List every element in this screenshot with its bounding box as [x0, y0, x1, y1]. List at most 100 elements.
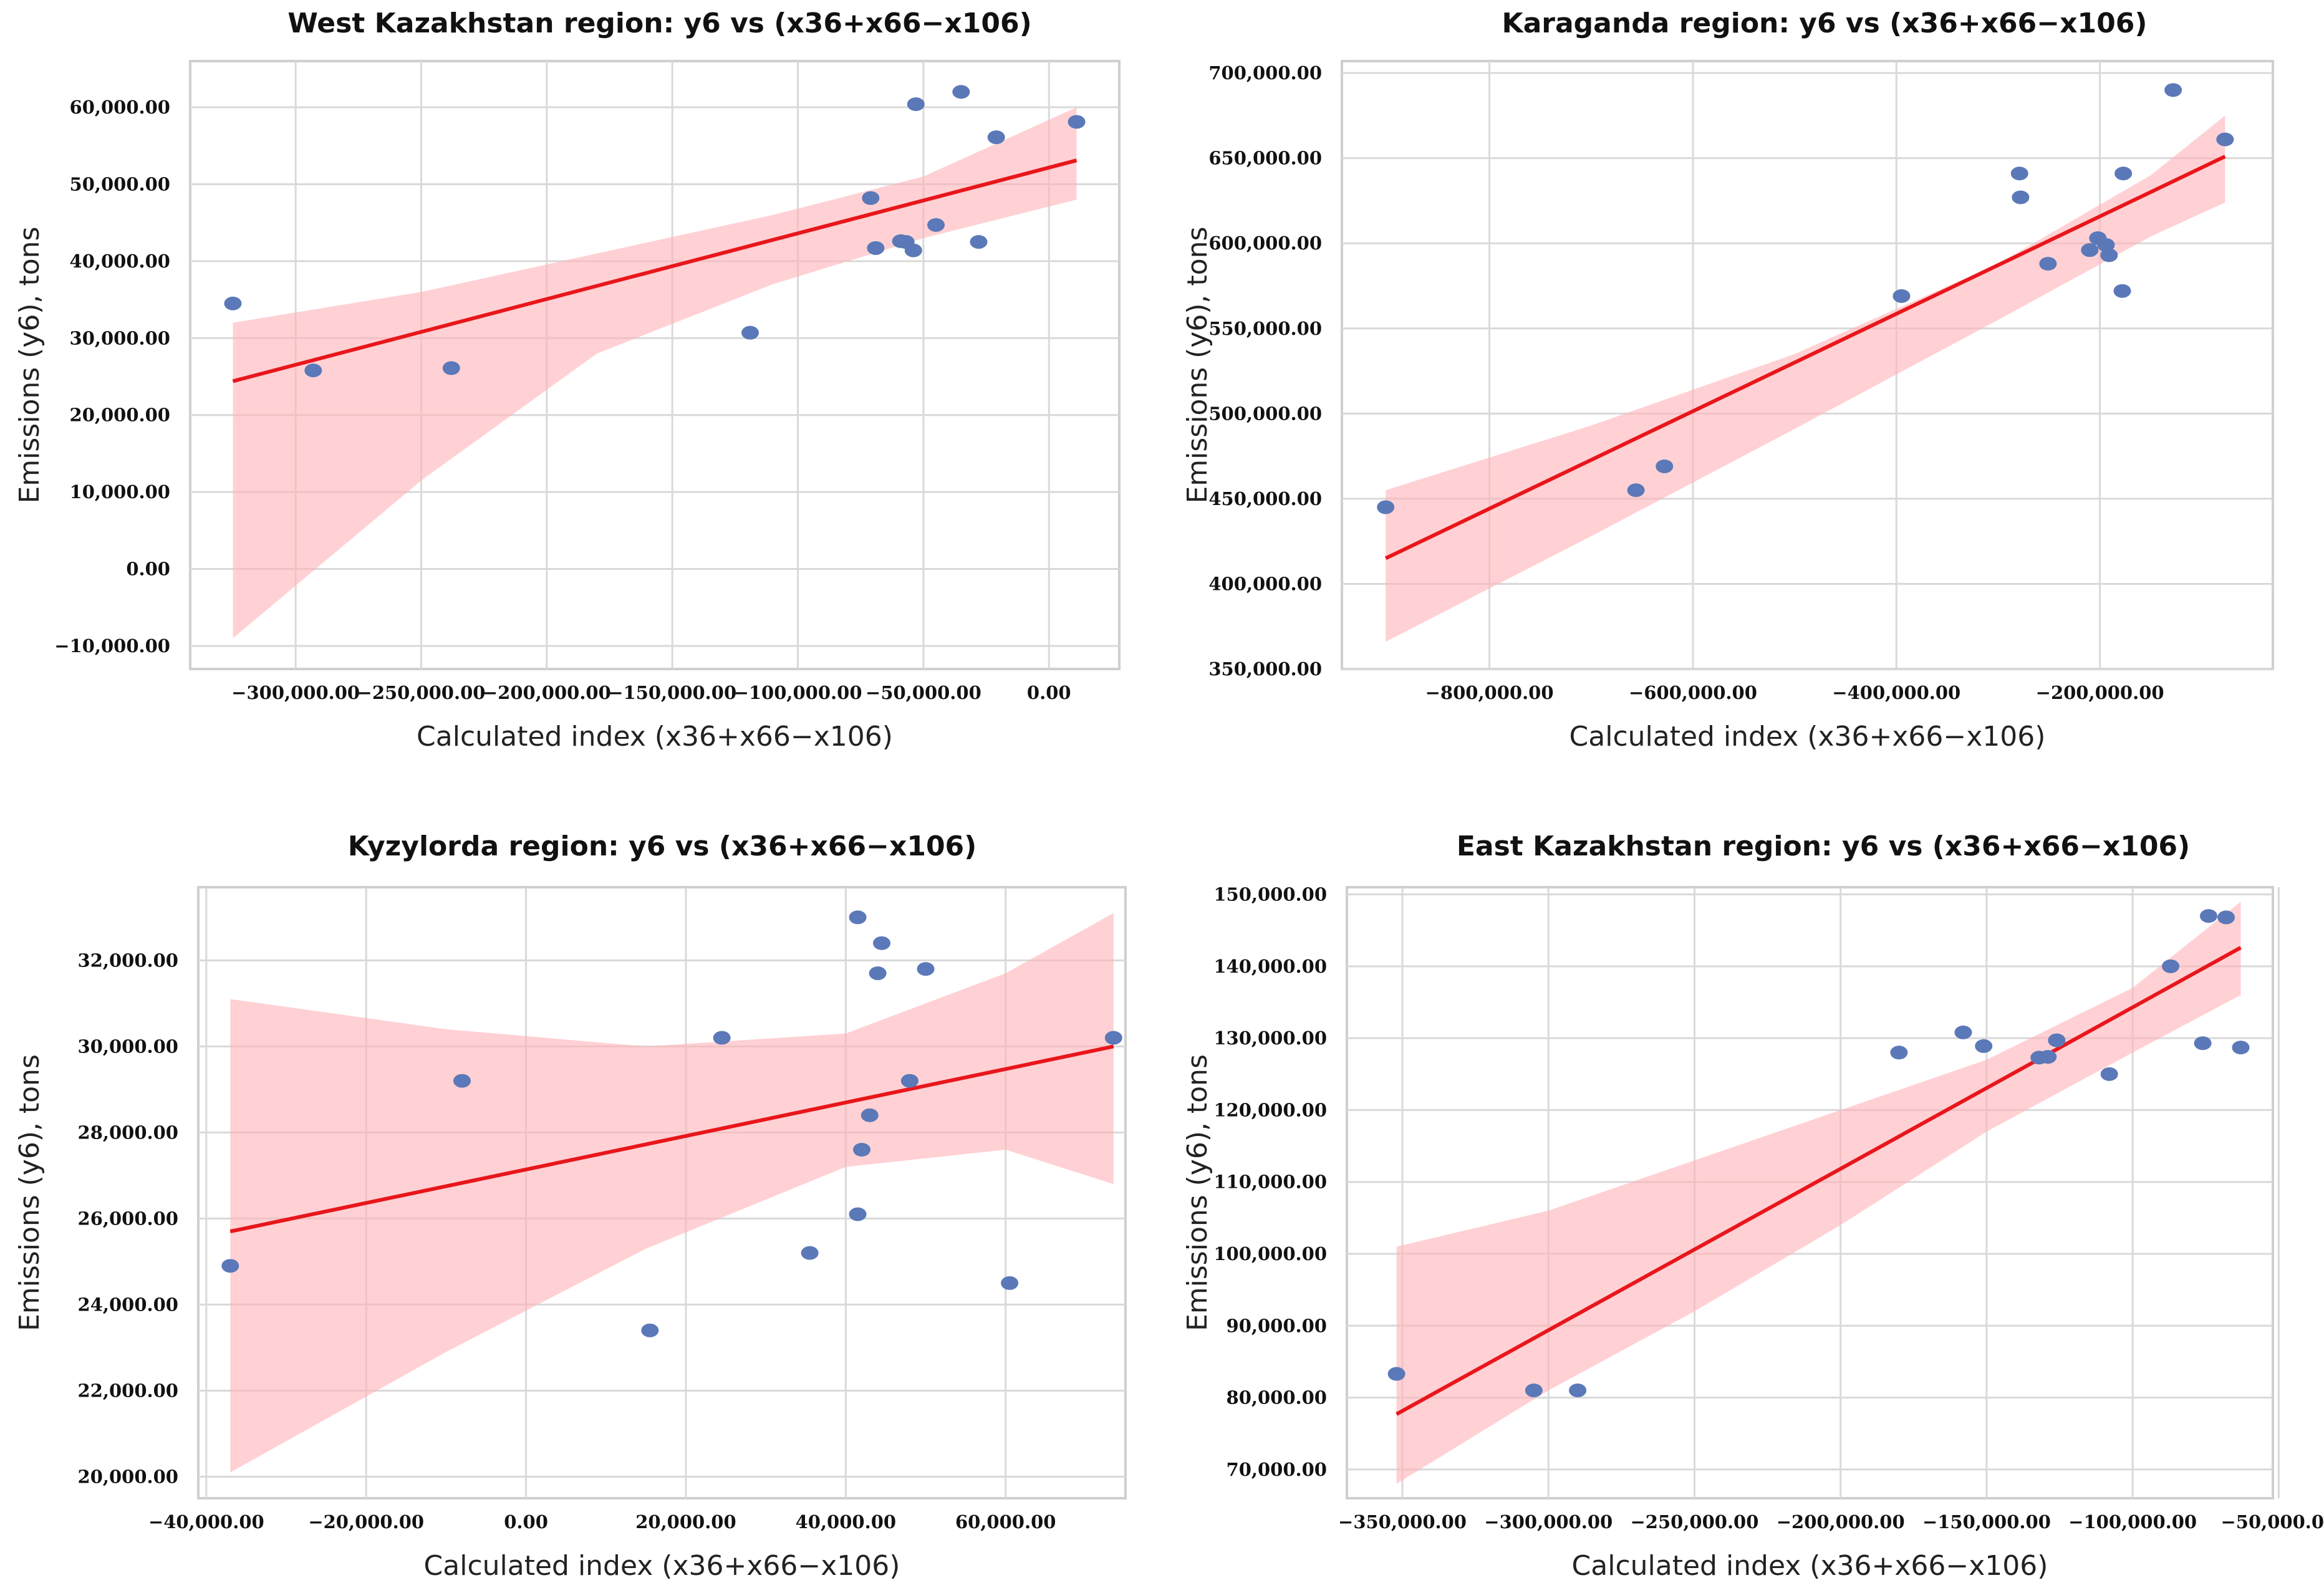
data-point: [713, 1031, 731, 1045]
y-tick-label: 20,000.00: [70, 405, 170, 426]
data-point: [1892, 289, 1911, 303]
regression-line: [1396, 946, 2242, 1416]
data-point: [2081, 243, 2099, 257]
data-point: [1569, 1384, 1587, 1398]
y-tick-label: 40,000.00: [70, 251, 170, 272]
x-tick-label: 0.00: [1027, 682, 1071, 703]
data-point: [970, 235, 988, 249]
data-point: [2048, 1033, 2066, 1047]
data-point: [2216, 132, 2234, 147]
y-tick-label: 24,000.00: [78, 1294, 178, 1315]
x-tick-label: 20,000.00: [635, 1511, 736, 1533]
karaganda-chart: −800,000.00 −600,000.00 −400,000.00 −200,00…: [1182, 7, 2274, 753]
x-tick-label: −150,000.00: [608, 682, 736, 703]
x-tick-label: −150,000.00: [1922, 1511, 2051, 1533]
y-tick-label: 70,000.00: [1227, 1459, 1327, 1480]
regression-line: [229, 1044, 1114, 1234]
data-point: [2232, 1041, 2250, 1055]
y-tick-label: 32,000.00: [78, 950, 178, 971]
data-point: [2097, 238, 2115, 252]
y-tick-label: 130,000.00: [1213, 1028, 1327, 1049]
y-tick-label: 600,000.00: [1208, 233, 1322, 254]
y-tick-label: 30,000.00: [78, 1036, 178, 1057]
x-tick-label: −600,000.00: [1629, 682, 1757, 703]
data-point: [1525, 1384, 1543, 1398]
data-point: [1656, 460, 1674, 473]
data-point: [2162, 959, 2180, 973]
y-tick-label: 120,000.00: [1213, 1099, 1327, 1120]
data-point: [873, 936, 891, 950]
regression-line: [232, 158, 1078, 383]
y-tick-label: 150,000.00: [1213, 884, 1327, 905]
data-point: [927, 218, 945, 232]
x-tick-label: −50,000.00: [865, 682, 981, 703]
east-kazakhstan-chart: −350,000.00 −300,000.00 −250,000.00 −200,00…: [1182, 830, 2324, 1582]
y-tick-label: 0.00: [126, 559, 170, 580]
x-axis-label: Calculated index (x36+x66−x106): [1572, 1550, 2048, 1582]
y-tick-label: 60,000.00: [70, 97, 170, 118]
x-tick-label: −300,000.00: [231, 682, 360, 703]
data-point: [221, 1259, 239, 1273]
data-point: [2113, 284, 2131, 298]
y-tick-label: 10,000.00: [70, 481, 170, 503]
y-tick-label: 26,000.00: [78, 1208, 178, 1229]
data-point: [861, 1108, 879, 1122]
x-tick-label: −350,000.00: [1338, 1511, 1467, 1533]
data-point: [2012, 190, 2030, 205]
y-tick-label: 500,000.00: [1208, 403, 1322, 424]
data-point: [1890, 1046, 1908, 1060]
x-tick-label: −800,000.00: [1425, 682, 1554, 703]
x-tick-label: −400,000.00: [1832, 682, 1960, 703]
chart-title: West Kazakhstan region: y6 vs (x36+x66−x…: [287, 7, 1031, 39]
data-point: [1104, 1031, 1122, 1045]
y-tick-label: 20,000.00: [78, 1466, 178, 1487]
data-point: [741, 325, 759, 340]
y-tick-label: 22,000.00: [78, 1380, 178, 1401]
data-point: [1001, 1276, 1019, 1290]
confidence-band: [1396, 902, 2241, 1484]
data-point: [641, 1323, 659, 1337]
x-tick-label: 40,000.00: [796, 1511, 896, 1533]
data-point: [2039, 257, 2057, 271]
data-point: [442, 361, 460, 375]
data-point: [1068, 115, 1086, 129]
regression-line: [1384, 155, 2226, 561]
data-point: [2217, 910, 2235, 925]
x-tick-label: −200,000.00: [483, 682, 611, 703]
x-tick-label: 0.00: [504, 1511, 548, 1533]
x-tick-label: −200,000.00: [2036, 682, 2164, 703]
y-tick-label: 140,000.00: [1213, 956, 1327, 977]
y-tick-label: 700,000.00: [1208, 62, 1322, 84]
y-tick-label: 650,000.00: [1208, 148, 1322, 169]
y-tick-label: −10,000.00: [54, 635, 170, 657]
data-point: [852, 1142, 870, 1157]
data-point: [2100, 1067, 2118, 1081]
y-axis-label: Emissions (y6), tons: [1182, 227, 1213, 504]
x-tick-label: −40,000.00: [148, 1511, 264, 1533]
x-tick-label: −50,000.00: [2220, 1511, 2324, 1533]
data-point: [2199, 909, 2217, 923]
x-tick-label: −100,000.00: [734, 682, 862, 703]
x-tick-label: −20,000.00: [308, 1511, 424, 1533]
data-point: [2039, 1050, 2057, 1064]
data-point: [862, 191, 880, 205]
y-tick-label: 450,000.00: [1208, 488, 1322, 509]
x-axis-label: Calculated index (x36+x66−x106): [424, 1550, 900, 1582]
data-point: [904, 243, 922, 257]
data-point: [900, 1074, 919, 1088]
data-point: [917, 962, 935, 976]
confidence-band: [230, 913, 1114, 1473]
data-point: [2164, 83, 2182, 97]
data-point: [1975, 1039, 1993, 1053]
data-point: [2100, 248, 2118, 262]
y-tick-label: 90,000.00: [1227, 1315, 1327, 1336]
x-axis-label: Calculated index (x36+x66−x106): [417, 721, 893, 753]
data-point: [867, 241, 885, 255]
data-point: [2114, 166, 2133, 181]
x-tick-label: −100,000.00: [2068, 1511, 2197, 1533]
y-tick-label: 28,000.00: [78, 1122, 178, 1143]
data-point: [801, 1246, 819, 1260]
y-tick-label: 100,000.00: [1213, 1243, 1327, 1264]
data-point: [2010, 166, 2028, 181]
